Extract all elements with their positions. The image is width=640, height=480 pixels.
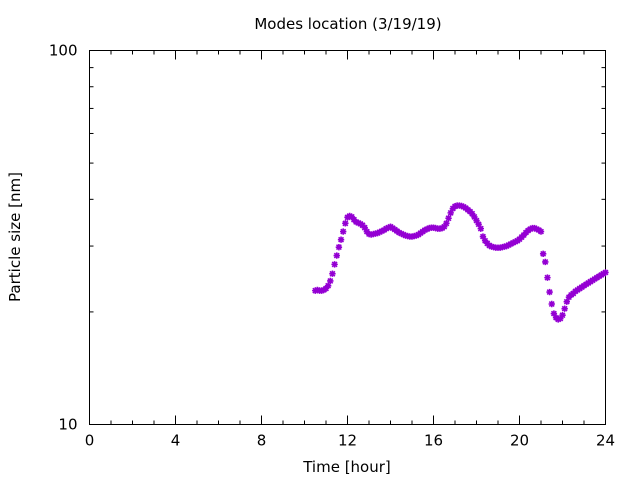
y-axis: 10 100 — [49, 42, 606, 434]
x-tick-label: 24 — [596, 432, 615, 450]
x-tick-label: 8 — [257, 432, 267, 450]
data-point — [473, 217, 480, 224]
y-axis-label: Particle size [nm] — [6, 172, 24, 302]
data-point — [395, 229, 403, 236]
chart-title: Modes location (3/19/19) — [254, 15, 441, 33]
data-point — [327, 277, 334, 285]
data-point — [479, 233, 487, 240]
data-point — [447, 209, 454, 217]
data-point — [537, 228, 545, 235]
x-axis-label: Time [hour] — [302, 458, 391, 476]
data-point — [376, 228, 383, 236]
x-tick-label: 0 — [85, 432, 95, 450]
data-point — [557, 315, 564, 322]
data-point — [324, 282, 332, 289]
data-point — [346, 212, 353, 220]
data-point — [469, 210, 476, 217]
data-point — [337, 236, 345, 243]
x-tick-label: 12 — [338, 432, 357, 450]
data-point — [421, 226, 429, 234]
data-point — [546, 288, 553, 296]
data-point — [533, 225, 540, 233]
data-point — [559, 311, 566, 319]
data-point — [563, 298, 570, 305]
data-point — [400, 231, 407, 238]
y-tick-label: 10 — [58, 416, 77, 434]
data-point — [550, 310, 558, 317]
data-point — [602, 269, 609, 276]
data-point — [445, 215, 452, 222]
data-point — [398, 230, 405, 237]
data-point — [548, 300, 555, 308]
data-point — [333, 252, 340, 259]
data-point — [322, 285, 330, 292]
data-point — [542, 258, 549, 266]
data-point — [385, 224, 392, 231]
data-point — [458, 202, 465, 210]
data-point — [539, 250, 547, 258]
data-point — [378, 227, 386, 235]
x-tick-label: 4 — [171, 432, 181, 450]
data-point — [342, 220, 349, 227]
data-point — [331, 261, 338, 268]
data-point — [544, 274, 551, 281]
data-point — [348, 213, 355, 221]
x-tick-label: 20 — [510, 432, 529, 450]
data-point — [443, 220, 450, 227]
plot-frame — [89, 50, 606, 425]
data-point — [441, 223, 448, 230]
data-point — [340, 228, 347, 235]
data-point — [335, 243, 343, 251]
data-point — [475, 221, 482, 228]
data-point — [374, 229, 381, 237]
data-point — [383, 225, 390, 232]
data-point — [471, 213, 478, 221]
data-point — [451, 203, 459, 210]
data-point — [561, 305, 568, 312]
data-point — [361, 224, 368, 231]
data-points — [312, 202, 609, 323]
y-tick-label: 100 — [49, 42, 78, 60]
data-point — [527, 225, 534, 233]
data-point — [531, 224, 538, 232]
x-axis: 0 4 8 12 16 20 24 — [85, 50, 615, 450]
data-point — [329, 270, 336, 277]
data-point — [355, 219, 362, 227]
data-point — [423, 225, 431, 233]
data-point — [413, 232, 420, 239]
data-point — [477, 225, 484, 232]
x-tick-label: 16 — [424, 432, 443, 450]
data-point — [555, 316, 562, 323]
data-point — [352, 218, 360, 226]
